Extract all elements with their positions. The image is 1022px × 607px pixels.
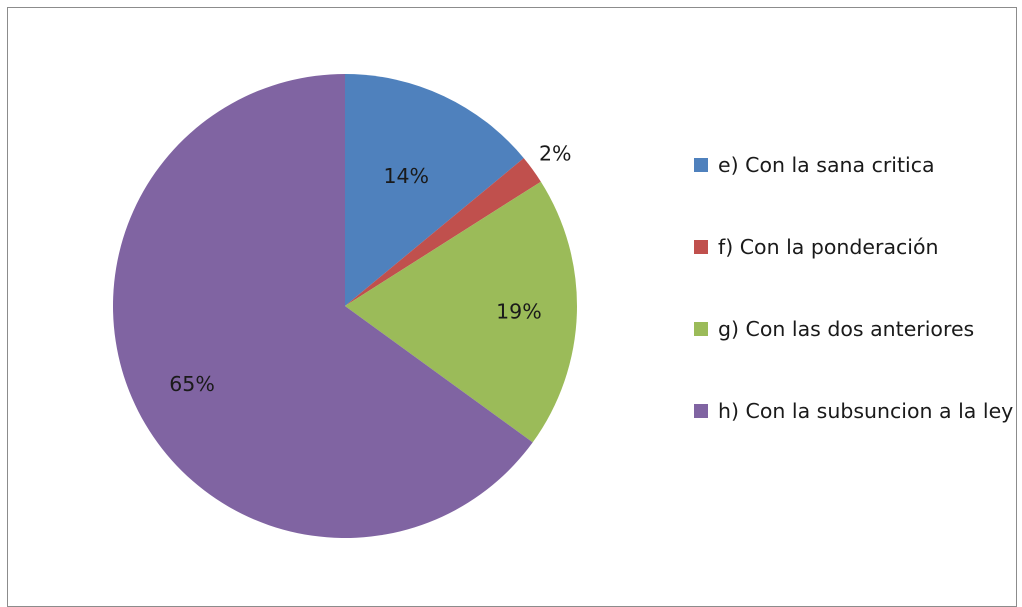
pie-slice-g xyxy=(345,181,578,443)
legend-label-g: g) Con las dos anteriores xyxy=(718,317,975,341)
data-label-h: 65% xyxy=(169,372,215,396)
legend-item-g: g) Con las dos anteriores xyxy=(694,312,1014,346)
legend-item-e: e) Con la sana critica xyxy=(694,148,1014,182)
data-label-f: 2% xyxy=(539,141,572,165)
pie-data-labels: 14% 2% 19% 65% xyxy=(169,141,571,396)
data-label-e: 14% xyxy=(383,164,429,188)
pie-slice-h xyxy=(112,74,533,539)
legend-label-f: f) Con la ponderación xyxy=(718,235,939,259)
legend-label-h: h) Con la subsuncion a la ley xyxy=(718,399,1014,423)
legend-swatch-f xyxy=(694,240,708,254)
legend-swatch-h xyxy=(694,404,708,418)
pie-slice-e xyxy=(345,74,524,306)
pie-slice-f xyxy=(345,158,541,306)
legend: e) Con la sana critica f) Con la pondera… xyxy=(694,148,1014,428)
pie-slices xyxy=(112,74,578,539)
legend-label-e: e) Con la sana critica xyxy=(718,153,935,177)
legend-swatch-g xyxy=(694,322,708,336)
legend-item-f: f) Con la ponderación xyxy=(694,230,1014,264)
legend-item-h: h) Con la subsuncion a la ley xyxy=(694,394,1014,428)
legend-swatch-e xyxy=(694,158,708,172)
data-label-g: 19% xyxy=(496,299,542,323)
